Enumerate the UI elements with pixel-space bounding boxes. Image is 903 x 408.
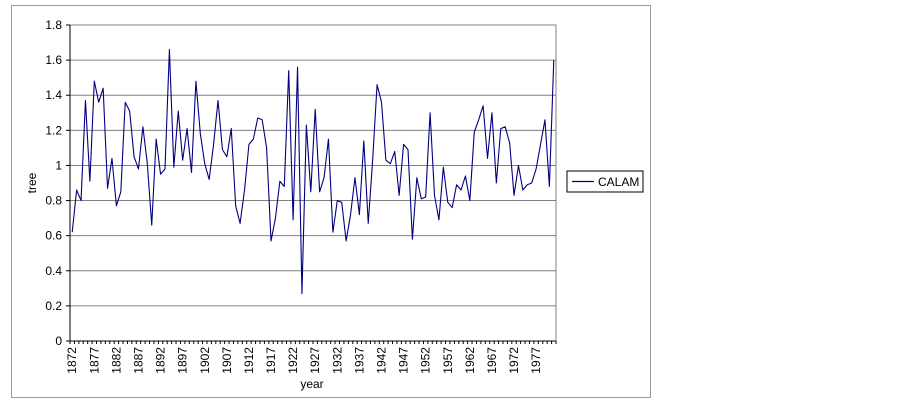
x-tick-label: 1882 [109, 347, 123, 374]
x-tick-label: 1977 [529, 347, 543, 374]
x-tick-label: 1937 [352, 347, 366, 374]
y-tick-label: 1.4 [45, 88, 62, 102]
y-tick-label: 0.8 [45, 194, 62, 208]
x-tick-label: 1952 [419, 347, 433, 374]
x-tick-label: 1887 [131, 347, 145, 374]
y-tick-label: 0.2 [45, 299, 62, 313]
y-tick-label: 1.8 [45, 18, 62, 32]
x-tick-label: 1947 [397, 347, 411, 374]
y-tick-label: 0 [55, 334, 62, 348]
x-tick-label: 1932 [330, 347, 344, 374]
legend: CALAM [566, 170, 644, 193]
plot-area [69, 24, 557, 342]
x-tick-label: 1917 [264, 347, 278, 374]
legend-label: CALAM [598, 175, 639, 189]
y-tick-label: 1.2 [45, 123, 62, 137]
chart-frame: 0 0.2 0.4 0.6 0.8 1 1.2 1.4 1.6 1.8 1872 1877 1882 1… [11, 5, 651, 398]
y-tick-label: 0.4 [45, 264, 62, 278]
x-axis-title: year [300, 377, 323, 391]
x-tick-label: 1967 [485, 347, 499, 374]
y-tick-label: 1.6 [45, 53, 62, 67]
x-tick-label: 1907 [220, 347, 234, 374]
series-layer [71, 49, 555, 295]
x-tick-label: 1962 [463, 347, 477, 374]
x-tick-label: 1872 [65, 347, 79, 374]
x-tick-label: 1897 [176, 347, 190, 374]
x-tick-label: 1972 [507, 347, 521, 374]
x-tick-label: 1927 [308, 347, 322, 374]
y-tick-label: 1 [55, 158, 62, 172]
x-tick-label: 1892 [154, 347, 168, 374]
legend-box [566, 170, 644, 193]
series-line-calam [71, 49, 555, 295]
x-tick-label: 1912 [242, 347, 256, 374]
y-axis-title: tree [25, 172, 39, 193]
grid-lines [70, 24, 556, 307]
y-tick-label: 0.6 [45, 229, 62, 243]
x-tick-label: 1877 [87, 347, 101, 374]
x-tick-label: 1942 [374, 347, 388, 374]
y-axis-ticks: 0 0.2 0.4 0.6 0.8 1 1.2 1.4 1.6 1.8 [45, 18, 70, 348]
x-tick-label: 1922 [286, 347, 300, 374]
x-tick-label: 1957 [441, 347, 455, 374]
x-axis-ticks: 1872 1877 1882 1887 1892 1897 1902 1907 1912 1917… [65, 341, 557, 374]
x-tick-label: 1902 [198, 347, 212, 374]
line-chart: 00.20.40.60.811.21.41.61.8 1872 1877 1882 1… [25, 18, 644, 391]
